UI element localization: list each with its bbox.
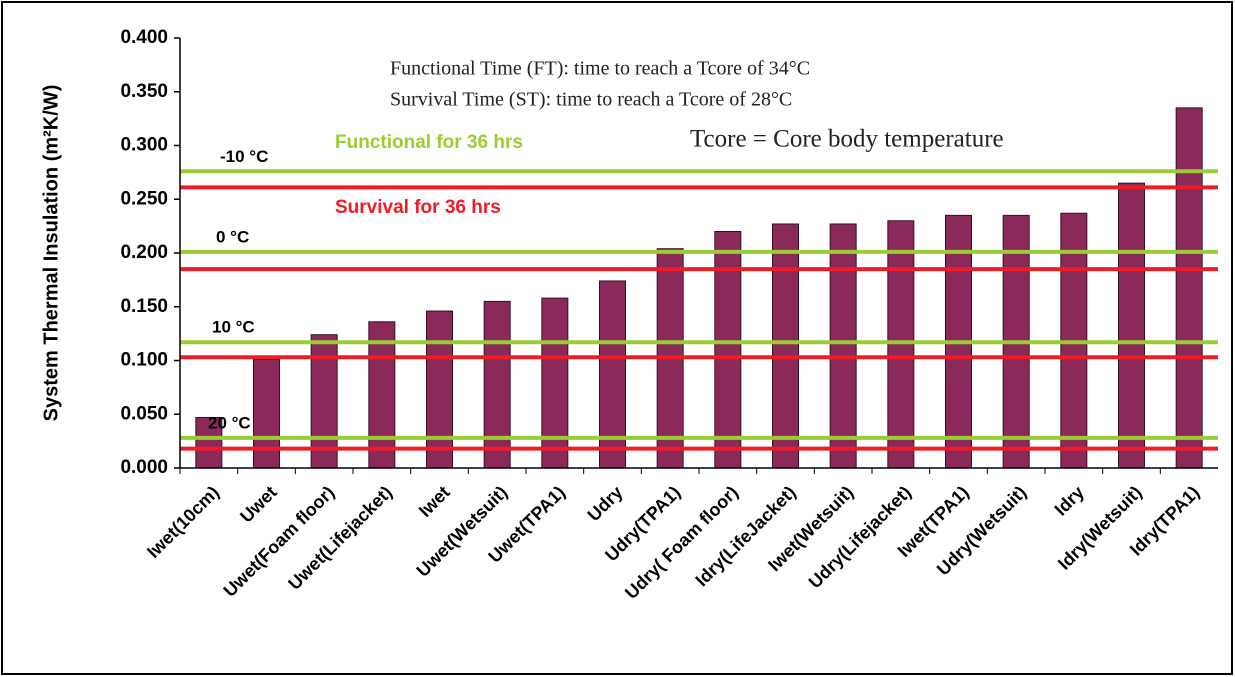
x-tick-label: Udry [584,482,627,525]
bar [829,223,857,469]
x-tick-label: Iwet [415,482,454,521]
bar [599,280,626,469]
y-tick-label: 0.200 [120,242,168,263]
x-tick-label: Uwet(Lifejacket) [284,482,396,594]
y-tick-label: 0.250 [120,188,168,209]
x-tick-label: Iwet(10cm) [143,482,223,562]
y-axis-label: System Thermal Insulation (m²K/W) [40,85,62,422]
x-tick-label: Udry(Lifejacket) [805,482,915,592]
y-tick-label: 0.050 [120,403,168,424]
bar [1175,107,1203,469]
y-tick-label: 0.400 [120,27,168,48]
y-tick-label: 0.100 [120,350,168,371]
survival-label: Survival for 36 hrs [335,197,501,218]
y-tick-label: 0.350 [120,81,168,102]
bar [772,223,799,469]
x-tick-label: Uwet(Foam floor) [220,482,339,601]
temperature-label: -10 °C [220,147,268,166]
y-tick-label: 0.000 [120,457,168,478]
y-tick-label: 0.150 [120,296,168,317]
y-tick-label: 0.300 [120,135,168,156]
temperature-label: 10 °C [212,318,255,337]
annotation: Functional Time (FT): time to reach a Tc… [390,58,810,80]
annotation: Tcore = Core body temperature [690,126,1004,153]
annotation: Survival Time (ST): time to reach a Tcor… [390,89,792,111]
bar [1118,182,1145,469]
x-tick-label: Idry(LifeJacket) [691,482,799,590]
bar [714,231,742,469]
x-tick-label: Idry [1051,482,1088,519]
bar [195,416,223,469]
bar [253,358,280,469]
temperature-label: 20 °C [208,413,251,432]
temperature-label: 0 °C [216,227,249,246]
functional-label: Functional for 36 hrs [335,132,523,153]
bar [541,297,569,469]
bar [887,220,915,469]
bar [426,310,453,469]
bar [483,300,511,469]
x-tick-label: Uwet [236,482,281,527]
